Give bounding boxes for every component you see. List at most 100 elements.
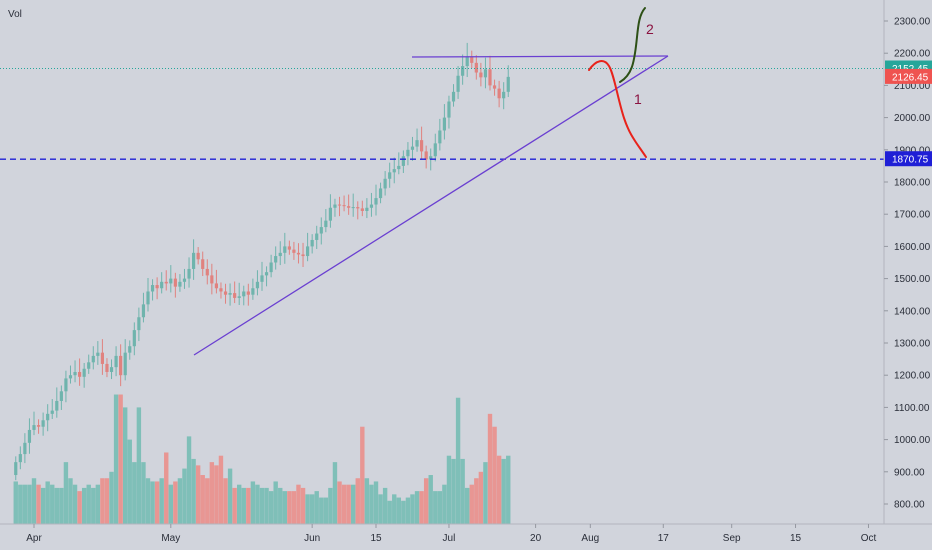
volume-bar [414,491,420,524]
volume-bar [118,394,123,524]
volume-bar [396,497,401,524]
candle-body [82,368,86,377]
candle-body [342,205,346,207]
candle-body [278,252,282,257]
volume-bar [496,455,502,524]
volume-bar [387,500,392,524]
candle-body [73,371,77,376]
volume-bar [423,478,429,524]
candle-body [474,62,478,73]
candle-body [310,239,314,247]
volume-bar [346,484,351,524]
candle-body [128,346,132,353]
last-close-tag-text: 2126.45 [892,72,929,83]
volume-bar [177,478,183,524]
candle-body [178,281,182,287]
volume-layer [13,394,511,524]
candle-body [164,281,168,284]
candle-body [155,285,159,289]
y-axis[interactable]: 800.00 900.00 1000.00 1100.00 1200.00 1300.00… [883,0,932,550]
volume-bar [100,478,105,524]
volume-bar [113,394,119,524]
volume-bar [31,478,37,524]
volume-bar [268,491,274,524]
candle-body [369,204,374,208]
candle-body [219,288,223,292]
volume-bar [428,475,433,524]
y-tick-label: 1000.00 [894,435,931,446]
volume-bar [451,458,456,524]
candle-body [429,156,433,160]
volume-bar [287,491,292,524]
y-tick-label: 1800.00 [894,178,931,189]
candle-body [483,69,488,78]
overlay-layer: 21 [0,7,884,356]
candle-body [192,252,196,269]
volume-bar [378,494,383,524]
volume-bar [173,481,178,524]
candle-body [205,268,209,276]
x-tick-label: Sep [723,533,741,544]
candle-body [319,227,323,234]
volume-bar [150,481,155,524]
volume-bar [68,478,73,524]
volume-bar [127,439,132,524]
y-tick-label: 1700.00 [894,210,931,221]
volume-bar [132,462,137,524]
candle-body [91,355,95,363]
candle-body [470,56,474,63]
candle-body [59,391,63,401]
candle-body [64,378,68,392]
x-axis[interactable]: Apr May Jun 15 Jul 20 Aug 17 Sep 15 Oct [0,523,932,544]
volume-bar [63,462,69,524]
candle-body [365,207,369,211]
candle-body [201,259,205,269]
volume-bar [332,462,338,524]
candle-body [223,291,228,295]
candle-body [169,278,173,284]
bearish-path-1 [588,60,647,158]
candle-body [137,317,141,331]
volume-bar [323,497,329,524]
volume-bar [95,484,101,524]
volume-bar [186,436,192,524]
candle-body [269,262,273,273]
volume-bar [382,487,388,524]
volume-bar [337,481,342,524]
candle-body [328,207,332,221]
volume-bar [218,455,224,524]
volume-bar [18,484,23,524]
volume-bar [278,487,283,524]
volume-bar [478,471,484,524]
candle-body [388,172,392,179]
x-tick-label: 20 [530,533,542,544]
x-tick-label: Oct [861,533,877,544]
y-axis-panel [884,0,932,550]
volume-bar [341,484,347,524]
x-tick-label: Jun [304,533,320,544]
candle-body [68,375,73,379]
y-tick-label: 800.00 [894,500,925,511]
volume-bar [401,500,406,524]
scenario-label-2: 2 [646,21,654,37]
candle-body [410,146,415,150]
volume-bar [241,487,246,524]
resistance-line[interactable] [411,55,669,58]
candle-body [438,130,442,144]
volume-bar [182,468,187,524]
candle-body [356,207,360,209]
volume-bar [164,452,169,524]
volume-bar [237,484,242,524]
volume-bar [483,462,488,524]
volume-bar [474,478,479,524]
x-tick-label: Jul [443,533,456,544]
volume-bar [369,484,374,524]
ascending-trendline[interactable] [193,55,669,356]
volume-bar [136,407,142,524]
candle-body [465,56,469,67]
candle-body [96,352,100,356]
y-tick-label: 1900.00 [894,145,931,156]
candle-body [347,206,351,208]
candle-body [420,140,424,152]
